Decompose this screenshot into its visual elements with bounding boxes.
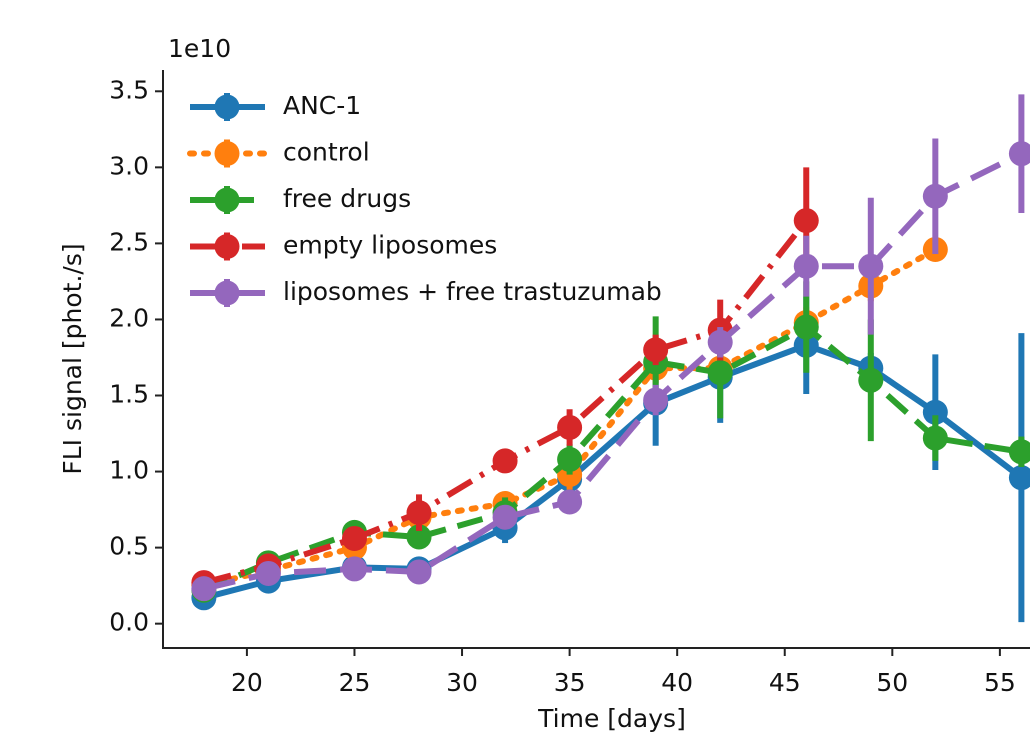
x-tick-label: 35 [554,668,586,697]
y-tick-label: 3.0 [109,151,149,180]
marker [858,253,884,279]
marker [858,367,884,393]
x-tick-label: 25 [339,668,371,697]
marker [643,387,669,413]
x-tick-label: 45 [769,668,801,697]
x-tick-label: 50 [876,668,908,697]
marker [793,314,819,340]
legend-label: empty liposomes [283,231,497,260]
y-tick-label: 3.5 [109,75,149,104]
marker [793,253,819,279]
x-tick-label: 20 [231,668,263,697]
marker [255,560,281,586]
legend-label: control [283,138,370,167]
y-tick-label: 2.5 [109,227,149,256]
marker [191,576,217,602]
series-line [202,323,1022,593]
marker [557,446,583,472]
marker [643,337,669,363]
y-tick-label: 1.0 [109,456,149,485]
x-tick-label: 40 [661,668,693,697]
marker [922,183,948,209]
marker [492,504,518,530]
marker [406,500,432,526]
y-tick-label: 2.0 [109,303,149,332]
y-tick-label: 0.5 [109,532,149,561]
y-tick-label: 0.0 [109,608,149,637]
x-tick-label: 55 [984,668,1016,697]
legend-marker [214,234,240,259]
marker [1008,439,1030,465]
marker [406,524,432,550]
series-line [203,150,1023,592]
legend-marker [214,280,240,306]
marker [707,329,733,355]
marker [1008,465,1030,491]
y-tick-label: 1.5 [109,380,149,409]
x-tick-label: 30 [446,668,478,697]
marker [922,399,948,425]
x-axis-label: Time [days] [537,704,686,733]
legend-label: ANC-1 [283,91,361,120]
legend-marker [214,141,240,166]
marker [341,556,367,582]
series-line [203,342,1024,601]
legend-label: free drugs [283,184,411,213]
marker [406,559,432,585]
marker [707,360,733,386]
marker [1008,141,1030,167]
legend-marker [214,94,240,120]
legend-label: liposomes + free trastuzumab [283,277,662,306]
legend-marker [214,187,240,213]
marker [922,425,948,451]
marker [557,489,583,515]
marker [557,414,583,440]
marker [793,208,819,234]
marker [341,525,367,551]
series [191,94,1030,602]
y-offset-label: 1e10 [168,34,231,63]
y-axis-label: FLI signal [phot./s] [58,243,87,474]
legend: ANC-1 control free drugs empty liposomes lip… [187,91,662,307]
marker [492,448,518,474]
